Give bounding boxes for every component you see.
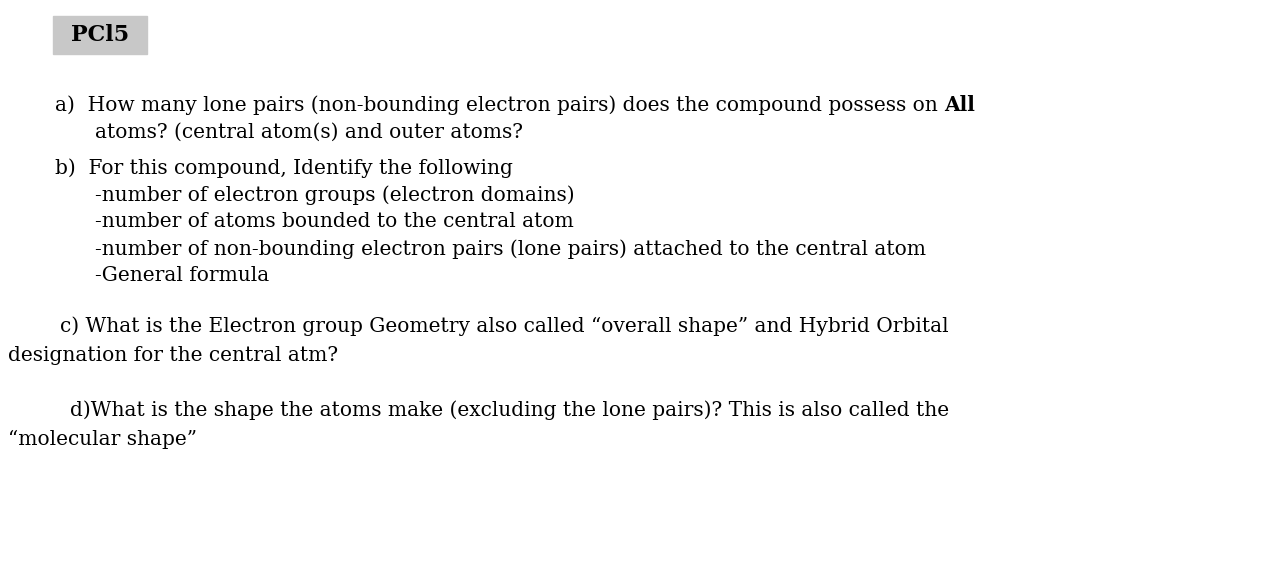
Text: “molecular shape”: “molecular shape” <box>8 430 196 449</box>
Text: -General formula: -General formula <box>95 266 270 285</box>
Text: -number of atoms bounded to the central atom: -number of atoms bounded to the central … <box>95 212 574 231</box>
Text: -number of non-bounding electron pairs (lone pairs) attached to the central atom: -number of non-bounding electron pairs (… <box>95 239 926 259</box>
Text: designation for the central atm?: designation for the central atm? <box>8 346 338 365</box>
FancyBboxPatch shape <box>53 16 146 54</box>
Text: a)  How many lone pairs (non-bounding electron pairs) does the compound possess : a) How many lone pairs (non-bounding ele… <box>55 95 944 115</box>
Text: atoms? (central atom(s) and outer atoms?: atoms? (central atom(s) and outer atoms? <box>95 123 523 142</box>
Text: c) What is the Electron group Geometry also called “overall shape” and Hybrid Or: c) What is the Electron group Geometry a… <box>60 316 949 336</box>
Text: -number of electron groups (electron domains): -number of electron groups (electron dom… <box>95 185 575 204</box>
Text: PCl5: PCl5 <box>71 24 130 46</box>
Text: d)What is the shape the atoms make (excluding the lone pairs)? This is also call: d)What is the shape the atoms make (excl… <box>71 400 949 420</box>
Text: All: All <box>944 95 975 115</box>
Text: b)  For this compound, Identify the following: b) For this compound, Identify the follo… <box>55 158 512 177</box>
